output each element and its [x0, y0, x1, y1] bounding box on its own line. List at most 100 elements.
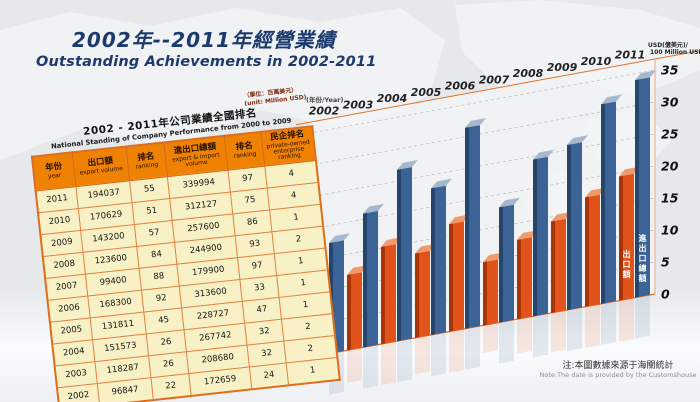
bar-top-face [431, 178, 452, 189]
bar-export-2009 [551, 211, 572, 353]
table-cell: 24 [249, 362, 289, 389]
bar-export-2010 [585, 187, 606, 348]
performance-table: 年份 year 出口額 export volume 排名 ranking 進出口總額 expo… [30, 125, 341, 402]
bar-reflection [415, 336, 430, 375]
year-label-2010: 2010 [581, 55, 612, 68]
y-tick-30: 30 [661, 95, 679, 110]
bar-side-face [465, 127, 469, 329]
gridline [307, 197, 656, 262]
col-header-en: private-owned enterprise ranking [266, 138, 311, 162]
bar-top-face [329, 233, 350, 243]
bar-total-2010 [601, 94, 622, 345]
y-tick-15: 15 [661, 191, 679, 206]
bar-reflection [465, 327, 480, 370]
year-label-2003: 2003 [343, 98, 374, 111]
year-label-2011: 2011 [615, 49, 646, 62]
bar-export-2008 [517, 230, 538, 354]
year-label-2004: 2004 [377, 92, 408, 105]
bar-reflection [533, 314, 548, 358]
bar-top-face [533, 149, 554, 160]
bar-series-label-total: 進出口總額 [638, 234, 647, 284]
bar-side-face [517, 239, 521, 320]
bar-side-face [585, 196, 589, 307]
bar-side-face [381, 246, 385, 345]
y-tick-20: 20 [661, 159, 679, 174]
bar-reflection [381, 342, 396, 386]
bar-reflection [619, 298, 634, 342]
year-label-2007: 2007 [479, 73, 510, 86]
bar-reflection [551, 311, 566, 353]
bar-top-face [415, 243, 436, 254]
bar-top-face [465, 118, 486, 128]
bar-reflection [483, 323, 498, 354]
bar-top-face [619, 166, 640, 177]
bar-top-face [397, 159, 418, 170]
col-header-0: 年份 year [31, 152, 76, 191]
bar-side-face [431, 187, 435, 335]
bar-export-2005 [415, 243, 436, 375]
bar-total-2011 [635, 70, 656, 339]
bar-reflection [347, 348, 362, 384]
bar-side-face [347, 274, 351, 351]
bar-side-face [363, 212, 367, 348]
y-tick-10: 10 [661, 223, 679, 238]
page-title-zh: 2002年--2011年經營業績 [72, 28, 336, 52]
bar-side-face [635, 79, 639, 298]
bar-side-face [567, 144, 571, 311]
bar-export-2011 [619, 166, 640, 342]
bar-export-2007 [483, 252, 504, 354]
col-header-5: 民企排名 private-owned enterprise ranking [261, 126, 316, 166]
bar-top-face [347, 265, 368, 275]
bar-reflection [397, 339, 412, 383]
bar-top-face [567, 135, 588, 145]
bar-side-face [449, 223, 453, 332]
bar-total-2004 [397, 159, 418, 383]
table-cell: 1 [286, 357, 340, 385]
bar-top-face [449, 214, 470, 225]
bar-side-face [415, 252, 419, 338]
col-header-2: 排名 ranking [125, 142, 168, 181]
year-label-2006: 2006 [445, 80, 476, 93]
bar-top-face [551, 211, 572, 222]
bar-total-2008 [533, 149, 554, 358]
bar-total-2007 [499, 197, 520, 364]
bar-total-2006 [465, 118, 486, 370]
bar-side-face [499, 206, 503, 323]
bar-side-face [397, 168, 401, 342]
year-label-2008: 2008 [513, 67, 544, 80]
source-note: 注:本圖數據來源于海關統計 Note:The date is provided … [532, 358, 700, 379]
bar-top-face [585, 187, 606, 198]
bar-top-face [517, 230, 538, 240]
bar-reflection [517, 317, 532, 354]
bar-side-face [551, 220, 555, 314]
bar-side-face [601, 103, 605, 304]
bar-export-2006 [449, 214, 470, 373]
bar-top-face [483, 252, 504, 263]
bar-reflection [431, 333, 446, 376]
y-axis-unit-line1: USD(億美元)/ [648, 41, 689, 49]
bar-top-face [381, 237, 402, 247]
page-title-block: 2002年--2011年經營業績 Outstanding Achievement… [36, 24, 376, 70]
bar-reflection [499, 320, 514, 364]
bar-total-2003 [363, 203, 384, 389]
bar-side-face [533, 158, 537, 317]
source-note-en: Note:The date is provided by the Customs… [539, 371, 697, 379]
performance-table-body: 2011 194037 55 339994 97 4 2010 170629 51 312127 7… [35, 160, 340, 402]
bar-total-2009 [567, 135, 588, 352]
y-axis-unit-line2: 100 Million USD [650, 49, 700, 56]
gridline [307, 261, 656, 326]
year-label-2002: 2002 [309, 105, 340, 118]
bar-reflection [635, 295, 650, 339]
bar-export-2003 [347, 265, 368, 384]
bar-reflection [585, 305, 600, 348]
gridline [307, 229, 656, 294]
bar-top-face [499, 197, 520, 208]
page-title-en: Outstanding Achievements in 2002-2011 [36, 54, 377, 70]
y-tick-5: 5 [661, 255, 670, 270]
bar-side-face [619, 175, 623, 301]
bar-reflection [601, 302, 616, 345]
bar-top-face [363, 203, 384, 214]
bar-export-2004 [381, 237, 402, 386]
gridline [307, 133, 656, 198]
